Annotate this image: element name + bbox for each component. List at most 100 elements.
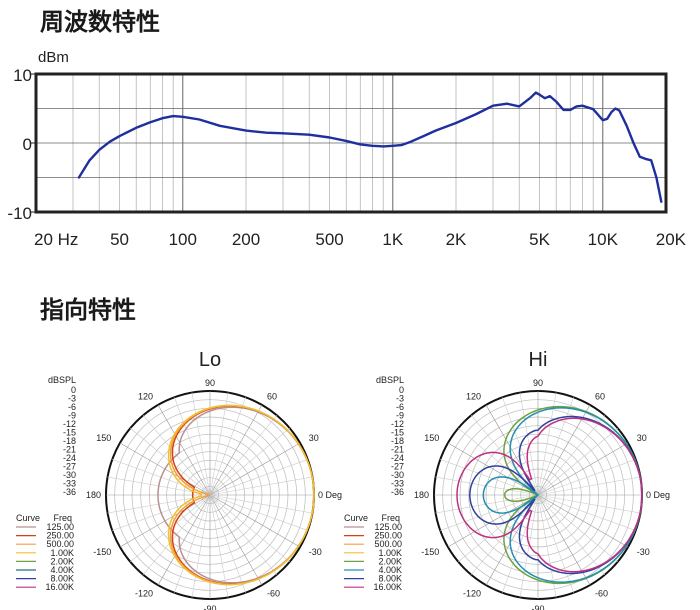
angle-label: 0 Deg — [318, 490, 342, 500]
angle-label: -150 — [93, 547, 111, 557]
directivity-title: 指向特性 — [40, 296, 136, 324]
angle-label: 90 — [205, 378, 215, 388]
y-tick-label: 10 — [13, 66, 32, 85]
angle-label: 60 — [267, 391, 277, 401]
polar-spoke — [174, 494, 211, 593]
angle-label: 120 — [466, 391, 481, 401]
angle-label: -30 — [309, 547, 322, 557]
x-tick-label: 200 — [232, 230, 260, 249]
polar-spoke — [209, 494, 246, 593]
polar-spoke — [157, 494, 211, 586]
x-tick-label: 20K — [656, 230, 687, 249]
polar-spoke — [537, 427, 618, 496]
legend-freq-label: 125.00 — [374, 522, 402, 532]
r-tick-label: -6 — [396, 402, 404, 412]
polar-spoke — [209, 494, 308, 531]
angle-label: -60 — [595, 589, 608, 599]
r-tick-label: -36 — [63, 487, 76, 497]
angle-label: 60 — [595, 391, 605, 401]
angle-label: -30 — [637, 547, 650, 557]
legend-freq-label: 8.00K — [378, 574, 402, 584]
polar-spoke — [537, 442, 629, 496]
legend-freq-label: 4.00K — [50, 565, 74, 575]
legend-freq-label: 4.00K — [378, 565, 402, 575]
polar-spoke — [537, 404, 591, 496]
polar-spoke — [537, 494, 557, 598]
polar-title: Hi — [529, 349, 548, 371]
angle-label: -120 — [463, 589, 481, 599]
polar-spoke — [435, 476, 539, 496]
polar-spoke — [537, 392, 557, 496]
polar-spoke — [191, 392, 211, 496]
polar-spoke — [435, 494, 539, 514]
r-tick-label: -33 — [63, 479, 76, 489]
polar-spoke — [537, 494, 618, 563]
r-tick-label: -3 — [396, 394, 404, 404]
polar-spoke — [537, 415, 606, 496]
r-tick-label: -9 — [396, 411, 404, 421]
polar-spoke — [209, 415, 278, 496]
angle-label: -120 — [135, 589, 153, 599]
legend-curve-header: Curve — [16, 513, 40, 523]
response-curve — [77, 91, 663, 203]
x-tick-label: 100 — [169, 230, 197, 249]
x-tick-label: 1K — [382, 230, 403, 249]
legend-freq-label: 500.00 — [46, 539, 74, 549]
legend-freq-label: 2.00K — [378, 556, 402, 566]
x-tick-label: 10K — [588, 230, 619, 249]
r-tick-label: 0 — [71, 385, 76, 395]
r-tick-label: -21 — [63, 445, 76, 455]
r-tick-label: 0 — [399, 385, 404, 395]
polar-spoke — [458, 494, 539, 563]
r-tick-label: -15 — [63, 428, 76, 438]
angle-label: -90 — [531, 604, 544, 610]
polar-spoke — [209, 494, 313, 514]
r-tick-label: -33 — [391, 479, 404, 489]
polar-spoke — [537, 494, 641, 514]
r-unit-label: dBSPL — [48, 375, 76, 385]
angle-label: 150 — [424, 433, 439, 443]
r-tick-label: -12 — [391, 419, 404, 429]
angle-label: 30 — [637, 433, 647, 443]
r-tick-label: -18 — [391, 436, 404, 446]
polar-spoke — [209, 494, 229, 598]
polar-spoke — [209, 404, 263, 496]
legend-freq-header: Freq — [381, 513, 400, 523]
r-tick-label: -30 — [391, 470, 404, 480]
x-tick-label: 5K — [529, 230, 550, 249]
freq-response-title: 周波数特性 — [40, 8, 160, 36]
x-tick-label: 500 — [315, 230, 343, 249]
r-tick-label: -6 — [68, 402, 76, 412]
polar-spoke — [537, 397, 574, 496]
polar-spoke — [209, 459, 308, 496]
polar-spoke — [537, 494, 629, 548]
polar-spoke — [519, 494, 539, 598]
polar-spoke — [537, 494, 574, 593]
angle-label: 180 — [86, 490, 101, 500]
legend-freq-label: 2.00K — [50, 556, 74, 566]
polar-spoke — [174, 397, 211, 496]
y-tick-label: 0 — [23, 135, 32, 154]
r-unit-label: dBSPL — [376, 375, 404, 385]
x-tick-label: 2K — [446, 230, 467, 249]
r-tick-label: -30 — [63, 470, 76, 480]
y-axis-unit: dBm — [38, 49, 69, 66]
polar-spoke — [458, 427, 539, 496]
polar-spoke — [447, 442, 539, 496]
polar-spoke — [209, 494, 278, 575]
polar-spoke — [157, 404, 211, 496]
polar-spoke — [209, 494, 263, 586]
r-tick-label: -9 — [68, 411, 76, 421]
r-tick-label: -27 — [391, 462, 404, 472]
x-tick-label: 20 Hz — [34, 230, 78, 249]
legend-freq-header: Freq — [53, 513, 72, 523]
legend-freq-label: 1.00K — [50, 548, 74, 558]
angle-label: -150 — [421, 547, 439, 557]
polar-curve-16-00k — [456, 417, 643, 573]
r-tick-label: -24 — [63, 453, 76, 463]
polar-spoke — [191, 494, 211, 598]
y-tick-label: -10 — [7, 204, 32, 223]
polar-spoke — [519, 392, 539, 496]
